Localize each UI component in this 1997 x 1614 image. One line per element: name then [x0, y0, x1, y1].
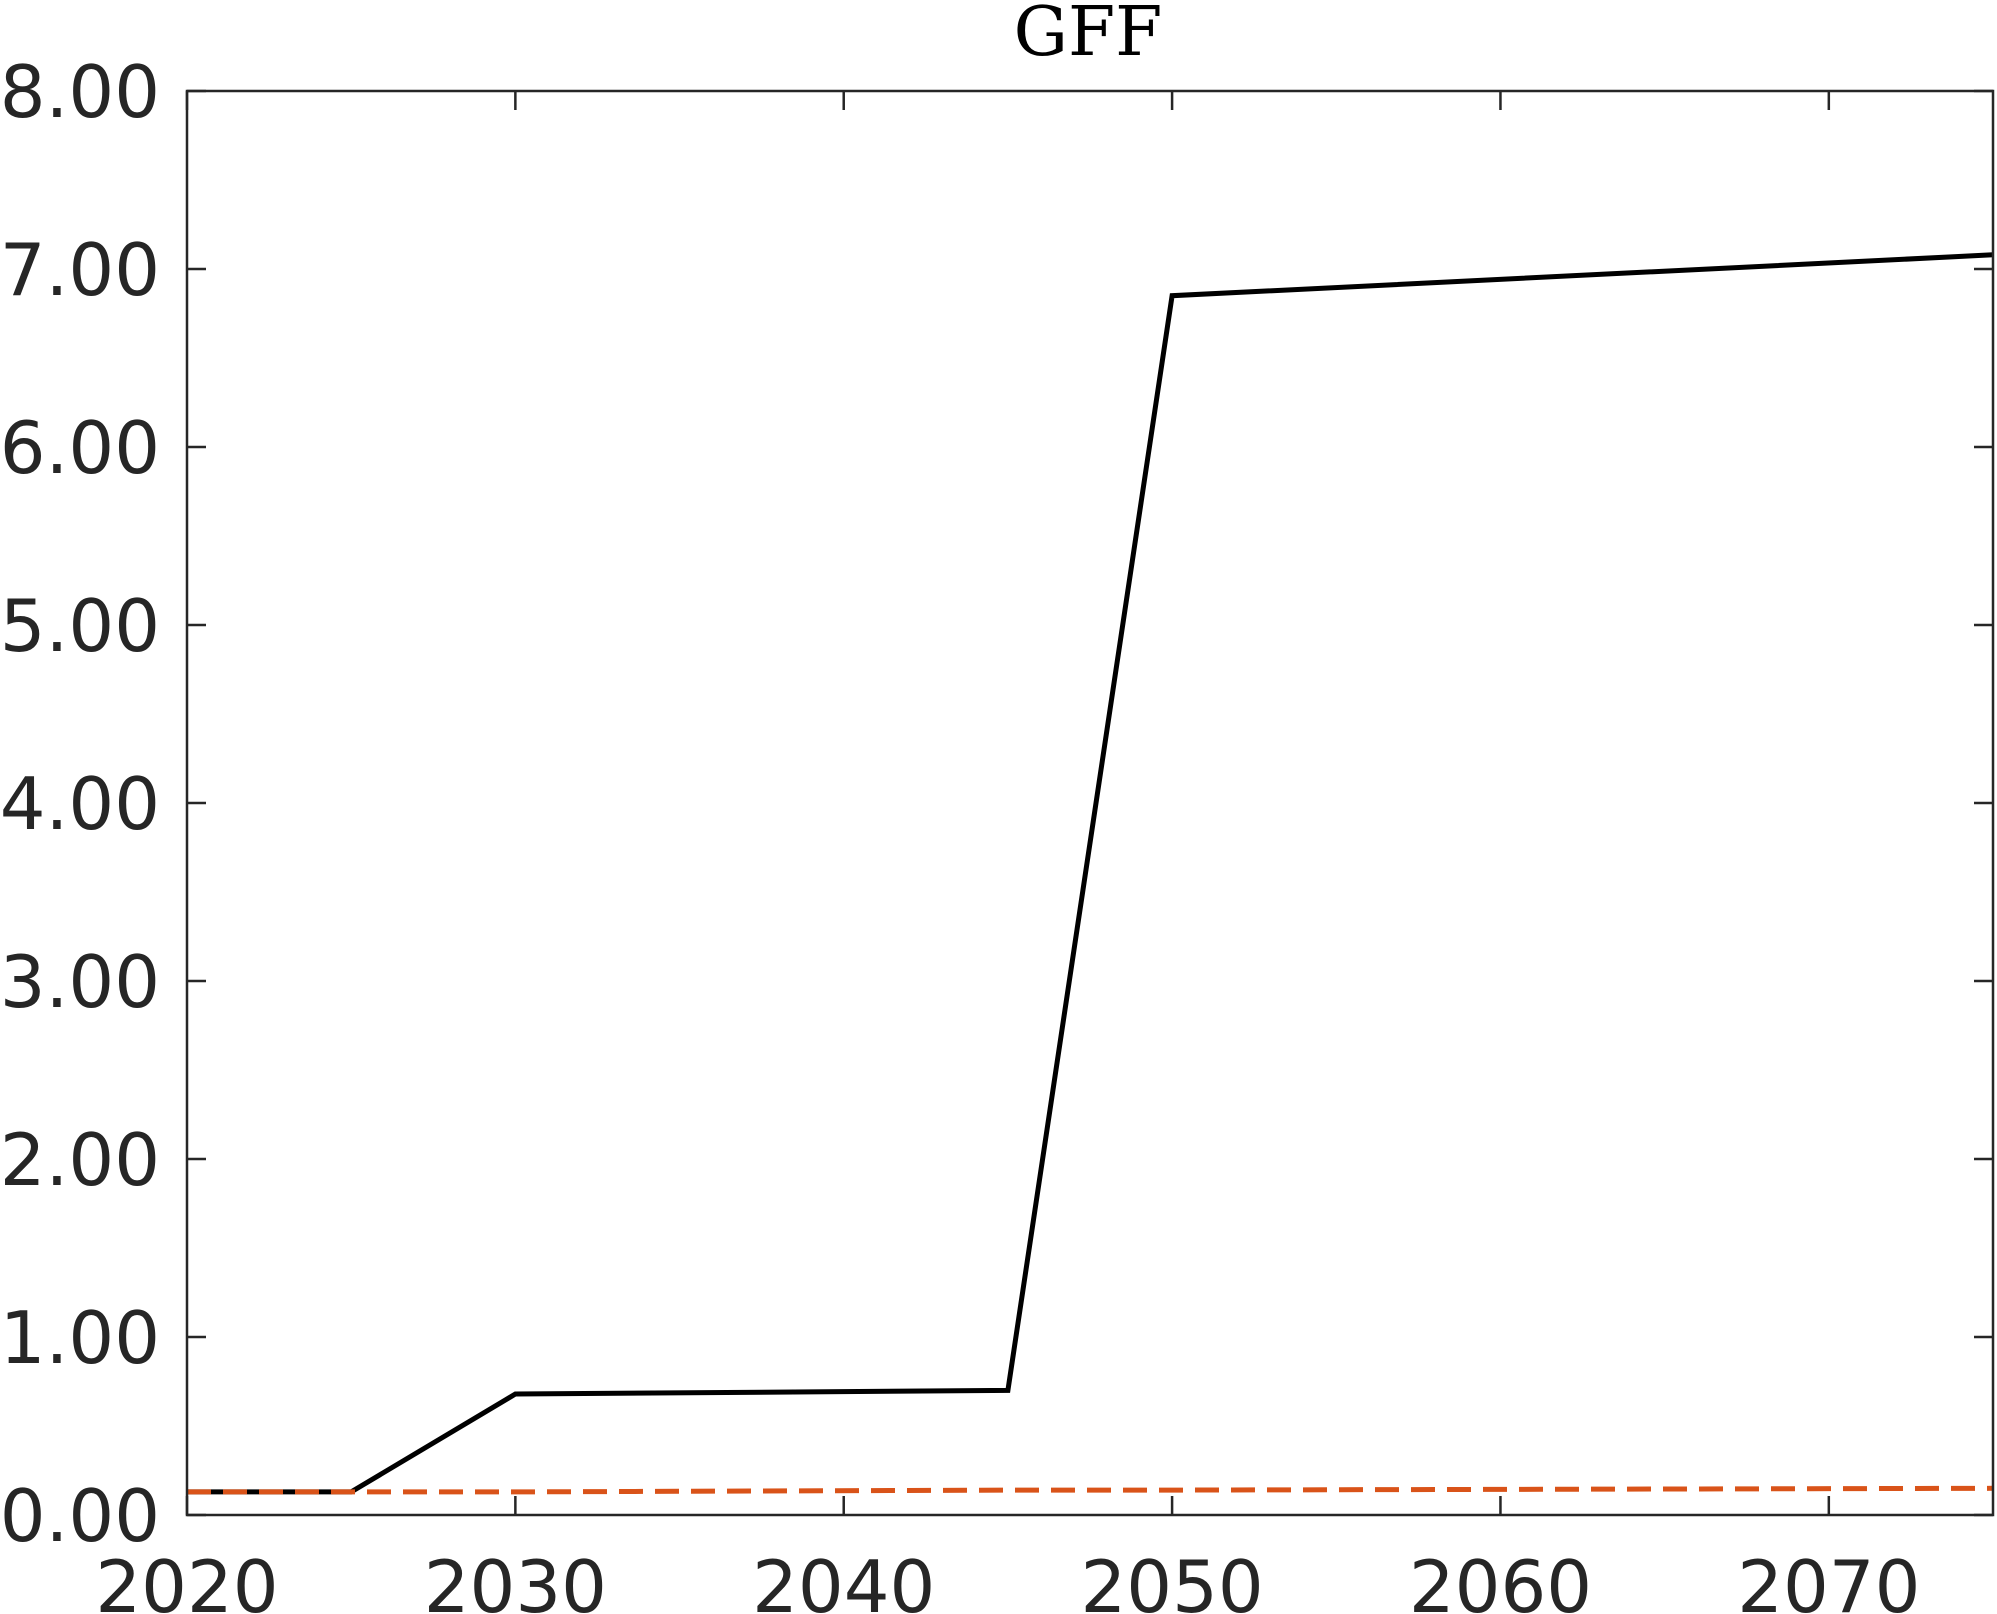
- y-tick-label: 6.00: [0, 406, 160, 490]
- y-tick-label: 4.00: [0, 762, 160, 846]
- y-axis: 0.00 1.00 2.00 3.00 4.00 5.00 6.00 7.00 8.00: [0, 50, 1993, 1558]
- plot-area: 2020 2030 2040 2050 2060 2070 0.00 1.00 2.00 3.0…: [0, 50, 1995, 1614]
- axes-frame: [185, 89, 1995, 1517]
- y-tick-label: 1.00: [0, 1296, 160, 1380]
- y-tick-label: 0.00: [0, 1474, 160, 1558]
- x-tick-label: 2030: [424, 1545, 607, 1614]
- x-tick-label: 2040: [752, 1545, 935, 1614]
- x-tick-label: 2020: [95, 1545, 278, 1614]
- y-tick-label: 8.00: [0, 50, 160, 134]
- x-axis: 2020 2030 2040 2050 2060 2070: [95, 91, 1920, 1614]
- series-line-2: [187, 1485, 1994, 1495]
- series-layer: [187, 252, 1994, 1495]
- series-line-1: [187, 252, 1994, 1495]
- x-tick-label: 2060: [1409, 1545, 1592, 1614]
- chart-title: GFF: [1014, 0, 1163, 72]
- y-tick-label: 5.00: [0, 584, 160, 668]
- x-tick-label: 2050: [1080, 1545, 1263, 1614]
- y-tick-label: 2.00: [0, 1118, 160, 1202]
- y-tick-label: 3.00: [0, 940, 160, 1024]
- x-tick-label: 2070: [1737, 1545, 1920, 1614]
- y-tick-label: 7.00: [0, 228, 160, 312]
